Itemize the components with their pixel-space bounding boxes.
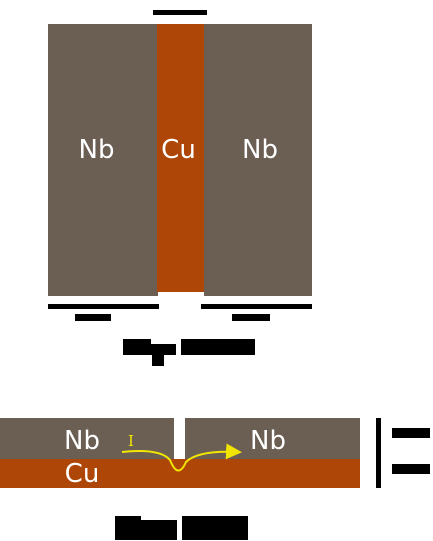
side-left-nb-electrode [0,418,174,459]
top-left-dimension-line [48,304,159,309]
top-right-nb-electrode [204,24,312,296]
side-thickness-scale-bar [376,418,381,488]
side-cu-label: Cu [64,459,100,489]
top-cu-label: Cu [161,135,196,165]
top-left-nb-electrode [48,24,158,296]
side-right-nb-label: Nb [250,426,286,456]
side-cu-thickness-mark [392,464,430,474]
top-left-nb-label: Nb [78,135,115,165]
top-right-nb-label: Nb [242,135,278,165]
side-cu-layer [0,459,360,488]
current-path-line [121,443,242,472]
top-right-dimension-mark [232,314,270,321]
top-cu-strip [157,24,204,292]
current-label: I [128,432,134,450]
top-width-scale-bar [153,10,207,15]
top-left-dimension-mark [75,314,111,321]
top-right-dimension-line [201,304,312,309]
side-nb-thickness-mark [392,428,430,438]
side-left-nb-label: Nb [64,426,100,456]
